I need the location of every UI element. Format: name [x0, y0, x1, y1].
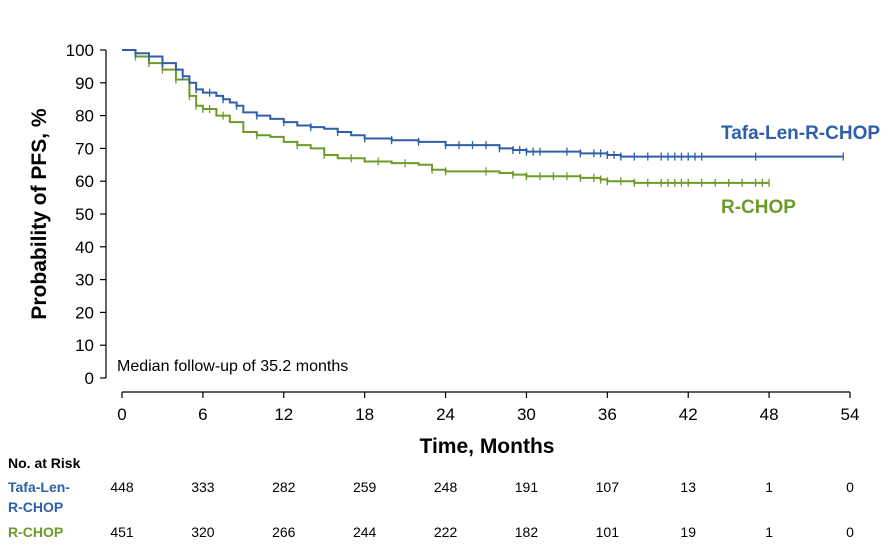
risk-value: 266: [272, 524, 296, 540]
risk-value: 182: [515, 524, 539, 540]
risk-value: 1: [765, 524, 773, 540]
risk-value: 0: [846, 479, 854, 495]
follow-up-note: Median follow-up of 35.2 months: [117, 358, 348, 375]
y-ticks: 0 10 20 30 40 50 60 70 80 90 100: [66, 41, 106, 388]
risk-row-label-tafa-line2: R-CHOP: [8, 499, 63, 515]
y-tick-label: 0: [85, 369, 94, 388]
risk-row-label-rchop: R-CHOP: [8, 524, 63, 540]
x-tick-label: 42: [679, 405, 698, 424]
y-tick-label: 30: [75, 271, 94, 290]
x-tick-label: 36: [598, 405, 617, 424]
x-tick-label: 0: [117, 405, 126, 424]
series-layer: [122, 49, 844, 187]
risk-value: 0: [846, 524, 854, 540]
x-ticks: 0 6 12 18 24 30 36 42 48 54: [117, 392, 859, 424]
risk-value: 13: [680, 479, 696, 495]
series-label-tafa: Tafa-Len-R-CHOP: [721, 123, 880, 144]
x-tick-label: 54: [841, 405, 860, 424]
y-tick-label: 10: [75, 336, 94, 355]
x-tick-label: 6: [198, 405, 207, 424]
risk-value: 451: [110, 524, 134, 540]
y-tick-label: 40: [75, 238, 94, 257]
series-line-tafa: [122, 49, 844, 158]
series-line-rchop: [122, 49, 770, 184]
risk-value: 448: [110, 479, 134, 495]
risk-value: 333: [191, 479, 215, 495]
risk-value: 222: [434, 524, 458, 540]
risk-value: 101: [596, 524, 620, 540]
risk-row-label-tafa-line1: Tafa-Len-: [8, 479, 70, 495]
y-tick-label: 60: [75, 172, 94, 191]
x-tick-label: 24: [436, 405, 455, 424]
series-label-rchop: R-CHOP: [721, 197, 796, 218]
risk-value: 248: [434, 479, 458, 495]
x-axis-title: Time, Months: [420, 435, 555, 458]
y-tick-label: 20: [75, 303, 94, 322]
risk-table: No. at Risk Tafa-Len- R-CHOP R-CHOP 448 3…: [8, 455, 854, 540]
x-tick-label: 12: [274, 405, 293, 424]
risk-value: 191: [515, 479, 539, 495]
x-tick-label: 30: [517, 405, 536, 424]
y-tick-label: 90: [75, 74, 94, 93]
y-tick-label: 70: [75, 139, 94, 158]
risk-table-title: No. at Risk: [8, 455, 81, 471]
risk-value: 244: [353, 524, 377, 540]
y-tick-label: 100: [66, 41, 94, 60]
x-tick-label: 48: [760, 405, 779, 424]
y-axis-title: Probability of PFS, %: [28, 108, 51, 320]
x-tick-label: 18: [355, 405, 374, 424]
axes: 0 10 20 30 40 50 60 70 80 90 100 0 6 12 18 24 30 36 42 48 5…: [66, 41, 860, 424]
risk-value: 320: [191, 524, 215, 540]
y-tick-label: 80: [75, 107, 94, 126]
y-tick-label: 50: [75, 205, 94, 224]
risk-value: 259: [353, 479, 377, 495]
risk-value: 1: [765, 479, 773, 495]
risk-value: 19: [680, 524, 696, 540]
risk-value: 282: [272, 479, 296, 495]
risk-value: 107: [596, 479, 620, 495]
